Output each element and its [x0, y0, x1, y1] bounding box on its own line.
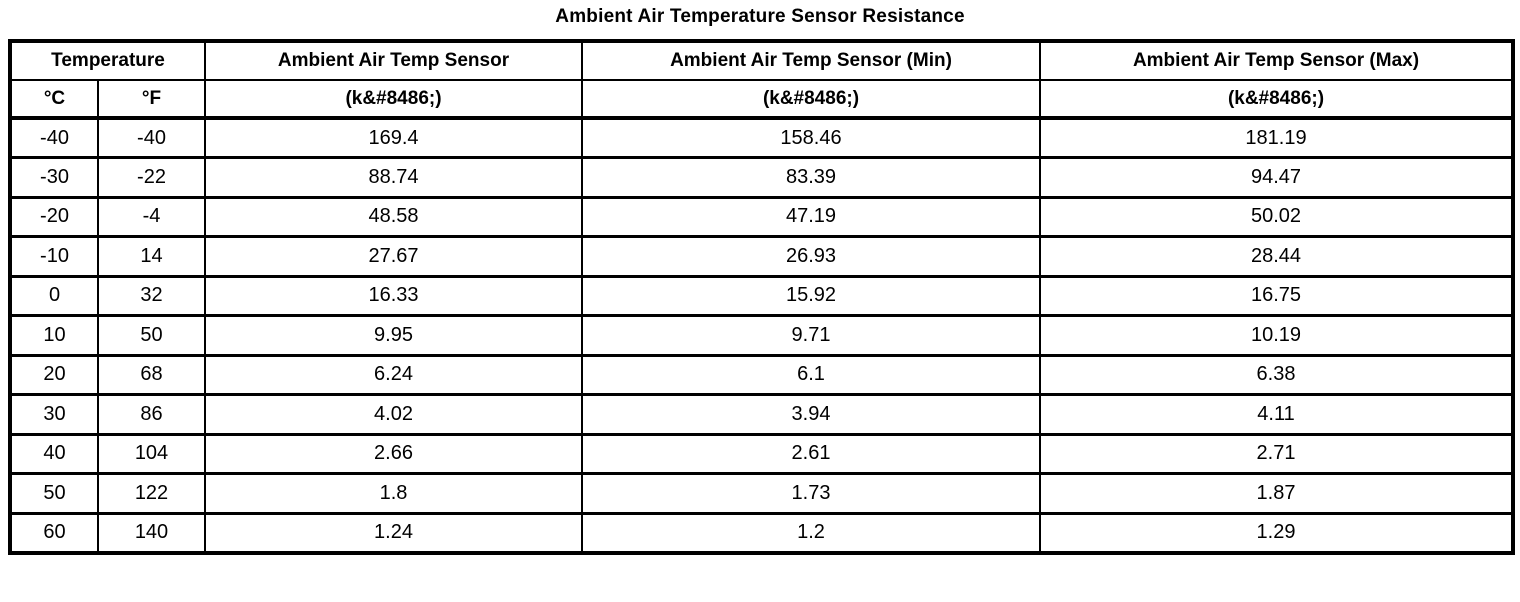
temp-c-cell: 0 — [9, 274, 99, 317]
sensor-cell: 27.67 — [204, 235, 583, 277]
sensor-min-cell: 83.39 — [581, 156, 1041, 198]
celsius-column-header: °C — [9, 79, 99, 119]
header-group-row: Temperature Ambient Air Temp Sensor Ambi… — [9, 40, 1514, 81]
sensor-min-cell: 6.1 — [581, 353, 1041, 396]
table-row: -10 14 27.67 26.93 28.44 — [9, 235, 1514, 277]
sensor-min-cell: 2.61 — [581, 432, 1041, 475]
temp-f-cell: 32 — [97, 274, 206, 317]
sensor-max-column-header: Ambient Air Temp Sensor (Max) — [1039, 40, 1514, 81]
table-row: 10 50 9.95 9.71 10.19 — [9, 314, 1514, 356]
sensor-column-header: Ambient Air Temp Sensor — [204, 40, 583, 81]
sensor-min-cell: 1.2 — [581, 511, 1041, 554]
sensor-min-cell: 1.73 — [581, 472, 1041, 514]
sensor-max-cell: 1.87 — [1039, 472, 1514, 514]
table-row: 40 104 2.66 2.61 2.71 — [9, 432, 1514, 475]
sensor-min-cell: 26.93 — [581, 235, 1041, 277]
sensor-min-cell: 158.46 — [581, 116, 1041, 159]
table-row: 50 122 1.8 1.73 1.87 — [9, 472, 1514, 514]
sensor-cell: 1.24 — [204, 511, 583, 554]
table-row: 60 140 1.24 1.2 1.29 — [9, 511, 1514, 554]
temp-c-cell: 10 — [9, 314, 99, 356]
temp-c-cell: -30 — [9, 156, 99, 198]
sensor-max-cell: 28.44 — [1039, 235, 1514, 277]
sensor-cell: 6.24 — [204, 353, 583, 396]
sensor-min-column-header: Ambient Air Temp Sensor (Min) — [581, 40, 1041, 81]
page-title: Ambient Air Temperature Sensor Resistanc… — [555, 6, 965, 27]
table-row: 0 32 16.33 15.92 16.75 — [9, 274, 1514, 317]
temp-f-cell: 104 — [97, 432, 206, 475]
temp-f-cell: -22 — [97, 156, 206, 198]
sensor-min-cell: 47.19 — [581, 195, 1041, 238]
sensor-max-cell: 94.47 — [1039, 156, 1514, 198]
temp-f-cell: 50 — [97, 314, 206, 356]
fahrenheit-column-header: °F — [97, 79, 206, 119]
temp-c-cell: -40 — [9, 116, 99, 159]
temp-c-cell: -20 — [9, 195, 99, 238]
temp-f-cell: -4 — [97, 195, 206, 238]
temp-c-cell: 40 — [9, 432, 99, 475]
temp-c-cell: 50 — [9, 472, 99, 514]
sensor-max-cell: 16.75 — [1039, 274, 1514, 317]
temp-f-cell: -40 — [97, 116, 206, 159]
temp-f-cell: 14 — [97, 235, 206, 277]
temp-f-cell: 122 — [97, 472, 206, 514]
temp-f-cell: 140 — [97, 511, 206, 554]
sensor-max-cell: 181.19 — [1039, 116, 1514, 159]
sensor-cell: 169.4 — [204, 116, 583, 159]
sensor-min-cell: 3.94 — [581, 393, 1041, 435]
sensor-max-cell: 6.38 — [1039, 353, 1514, 396]
temp-c-cell: 20 — [9, 353, 99, 396]
sensor-min-cell: 9.71 — [581, 314, 1041, 356]
sensor-max-cell: 10.19 — [1039, 314, 1514, 356]
temp-f-cell: 86 — [97, 393, 206, 435]
table-row: -20 -4 48.58 47.19 50.02 — [9, 195, 1514, 238]
sensor-cell: 9.95 — [204, 314, 583, 356]
temp-f-cell: 68 — [97, 353, 206, 396]
header-unit-row: °C °F (k&#8486;) (k&#8486;) (k&#8486;) — [9, 79, 1514, 119]
table-row: 30 86 4.02 3.94 4.11 — [9, 393, 1514, 435]
sensor-max-cell: 50.02 — [1039, 195, 1514, 238]
temp-c-cell: 30 — [9, 393, 99, 435]
temperature-group-header: Temperature — [9, 40, 206, 81]
sensor-cell: 88.74 — [204, 156, 583, 198]
sensor-cell: 1.8 — [204, 472, 583, 514]
table-body: -40 -40 169.4 158.46 181.19 -30 -22 88.7… — [9, 116, 1514, 554]
sensor-max-cell: 1.29 — [1039, 511, 1514, 554]
sensor-min-unit-label: (k&#8486;) — [581, 79, 1041, 119]
sensor-min-cell: 15.92 — [581, 274, 1041, 317]
sensor-cell: 48.58 — [204, 195, 583, 238]
sensor-cell: 2.66 — [204, 432, 583, 475]
table-header: Temperature Ambient Air Temp Sensor Ambi… — [9, 40, 1514, 119]
resistance-table: Temperature Ambient Air Temp Sensor Ambi… — [8, 39, 1515, 555]
table-row: 20 68 6.24 6.1 6.38 — [9, 353, 1514, 396]
table-row: -40 -40 169.4 158.46 181.19 — [9, 116, 1514, 159]
sensor-unit-label: (k&#8486;) — [204, 79, 583, 119]
sensor-max-unit-label: (k&#8486;) — [1039, 79, 1514, 119]
sensor-max-cell: 4.11 — [1039, 393, 1514, 435]
sensor-max-cell: 2.71 — [1039, 432, 1514, 475]
table-row: -30 -22 88.74 83.39 94.47 — [9, 156, 1514, 198]
sensor-cell: 16.33 — [204, 274, 583, 317]
sensor-cell: 4.02 — [204, 393, 583, 435]
temp-c-cell: -10 — [9, 235, 99, 277]
temp-c-cell: 60 — [9, 511, 99, 554]
